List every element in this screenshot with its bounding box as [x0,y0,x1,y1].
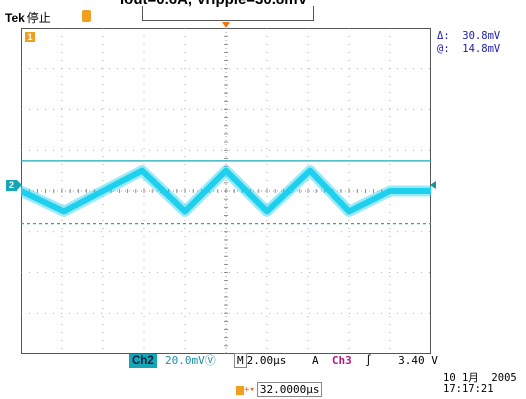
acq-mode: A [312,354,319,367]
horizontal-position: +▾ 32.0000µs [236,382,323,397]
ch2-scale: 20.0mVⓋ [165,354,216,368]
datetime: 10 1月 2005 17:17:21 [443,373,517,395]
run-state[interactable]: 停止 [26,11,51,25]
trigger-level: 3.40 V [398,354,438,367]
date-label: 10 1月 2005 [443,372,517,384]
waveform-svg [15,27,437,355]
waveform-trace [18,167,434,215]
delta-readout: Δ: 30.8mV [437,30,501,42]
position-arrows-icon: +▾ [244,385,255,395]
cursor-readout: Δ: 30.8mV @: 14.8mV [437,30,500,56]
trigger-point-marker-icon [222,22,230,28]
trigger-source: Ch3 [331,354,352,367]
ch2-scale-value: 20.0mV [165,354,205,367]
record-view-bracket [142,6,314,21]
ch2-badge[interactable]: Ch2 [129,354,157,368]
timebase-value: 2.00µs [246,354,287,367]
at-readout: @: 14.8mV [437,43,501,55]
time-label: 17:17:21 [443,383,494,395]
brand-label: Tek [5,11,25,25]
status-header: Tek 停止 [5,9,51,26]
trigger-level-marker-icon [430,181,436,189]
horizontal-mode: M [234,353,247,368]
trigger-readout: A Ch3 ∫ 3.40 V [312,353,438,369]
timebase-readout: M 2.00µs [234,353,286,369]
waveform-display [15,27,437,355]
plot-title: Iout=0.6A, Vripple=30.8mV [120,0,308,8]
position-value: 32.0000µs [256,382,323,397]
ch2-ground-marker-icon: 2 [6,180,22,191]
trigger-position-icon-bottom [236,385,244,395]
ch1-marker-icon: 1 [25,32,35,42]
trigger-position-icon [82,10,91,22]
bandwidth-limit-icon: Ⓥ [204,354,216,367]
trigger-slope-icon: ∫ [365,354,372,367]
